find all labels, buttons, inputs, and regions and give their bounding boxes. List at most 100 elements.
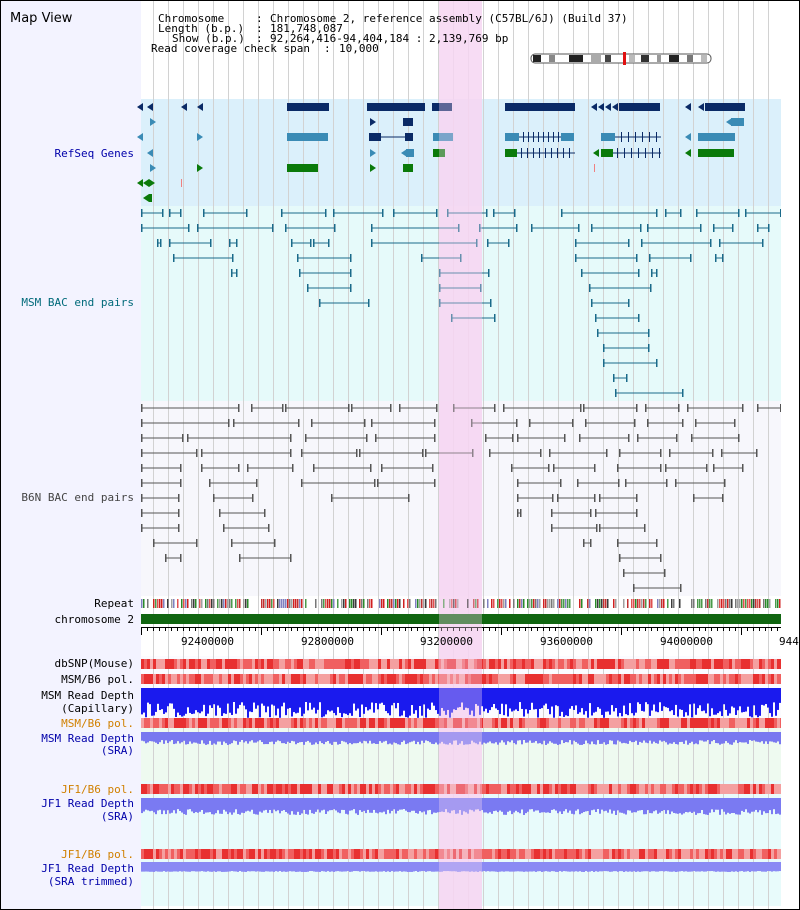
pol-cell bbox=[264, 784, 267, 794]
depth-bar bbox=[703, 798, 705, 815]
bac-pair-end bbox=[434, 479, 436, 487]
depth-bar bbox=[529, 862, 531, 872]
pol-cell bbox=[465, 849, 468, 859]
repeat-element bbox=[645, 599, 647, 608]
depth-bar bbox=[411, 862, 413, 872]
depth-bar bbox=[719, 798, 721, 815]
track-label-msm-b6-pol[interactable]: MSM/B6 pol. bbox=[61, 673, 134, 686]
depth-bar bbox=[371, 798, 373, 813]
pol-cell bbox=[675, 718, 678, 728]
show-key: Show (b.p.) bbox=[172, 32, 245, 45]
pol-cell bbox=[738, 659, 741, 669]
bac-pair-end bbox=[549, 449, 551, 457]
depth-bar bbox=[251, 862, 253, 872]
depth-bar bbox=[401, 862, 403, 872]
track-label-msm-b6-pol-2[interactable]: MSM/B6 pol. bbox=[61, 717, 134, 730]
bac-pair-end bbox=[238, 464, 240, 472]
depth-bar bbox=[471, 862, 473, 872]
track-label-jf1-b6-pol-2[interactable]: JF1/B6 pol. bbox=[61, 848, 134, 861]
track-label-jf1-depth-trim-1[interactable]: JF1 Read Depth bbox=[41, 862, 134, 875]
track-label-repeat[interactable]: Repeat bbox=[94, 597, 134, 610]
pol-cell bbox=[297, 784, 300, 794]
pol-cell bbox=[777, 674, 780, 684]
depth-bar bbox=[251, 732, 253, 741]
depth-bar bbox=[281, 862, 283, 872]
pol-cell bbox=[291, 659, 294, 669]
depth-bar bbox=[381, 798, 383, 813]
depth-bar bbox=[383, 732, 385, 742]
pol-cell bbox=[735, 849, 738, 859]
depth-bar bbox=[749, 688, 751, 717]
depth-bar bbox=[619, 862, 621, 872]
repeat-element bbox=[403, 599, 405, 608]
pol-cell bbox=[573, 659, 576, 669]
pol-cell bbox=[414, 659, 417, 669]
depth-bar bbox=[469, 732, 471, 745]
depth-bar bbox=[477, 862, 479, 872]
track-label-msm-bac[interactable]: MSM BAC end pairs bbox=[21, 296, 134, 309]
depth-bar bbox=[471, 732, 473, 741]
ideogram-band bbox=[687, 55, 693, 62]
pol-cell bbox=[192, 659, 195, 669]
repeat-element bbox=[755, 599, 757, 608]
depth-bar bbox=[527, 798, 529, 812]
depth-bar bbox=[277, 862, 279, 872]
bac-pair-end bbox=[647, 224, 649, 232]
bac-pair-end bbox=[606, 449, 608, 457]
pol-cell bbox=[579, 849, 582, 859]
depth-bar bbox=[171, 862, 173, 872]
pol-cell bbox=[243, 674, 246, 684]
depth-bar bbox=[465, 798, 467, 813]
pol-cell bbox=[693, 718, 696, 728]
pol-cell bbox=[768, 718, 771, 728]
depth-bar bbox=[247, 732, 249, 744]
track-label-dbsnp[interactable]: dbSNP(Mouse) bbox=[54, 657, 134, 670]
depth-bar bbox=[553, 798, 555, 810]
track-label-chromosome[interactable]: chromosome 2 bbox=[54, 613, 134, 626]
track-label-refseq[interactable]: RefSeq Genes bbox=[54, 147, 134, 160]
pol-cell bbox=[156, 784, 159, 794]
depth-bar bbox=[653, 798, 655, 812]
track-label-msm-depth-cap-1[interactable]: MSM Read Depth bbox=[41, 689, 134, 702]
length-value: 181,748,087 bbox=[270, 22, 343, 35]
depth-bar bbox=[151, 688, 153, 716]
pol-cell bbox=[471, 784, 474, 794]
pol-cell bbox=[333, 718, 336, 728]
depth-bar bbox=[595, 862, 597, 872]
track-label-jf1-b6-pol[interactable]: JF1/B6 pol. bbox=[61, 783, 134, 796]
repeat-element bbox=[451, 599, 453, 608]
pol-cell bbox=[348, 718, 351, 728]
repeat-element bbox=[627, 599, 629, 608]
pol-cell bbox=[246, 718, 249, 728]
depth-bar bbox=[437, 688, 439, 714]
depth-bar bbox=[521, 862, 523, 872]
pol-cell bbox=[606, 659, 609, 669]
pol-cell bbox=[492, 784, 495, 794]
pol-cell bbox=[648, 674, 651, 684]
pol-cell bbox=[540, 674, 543, 684]
depth-bar bbox=[355, 798, 357, 814]
depth-bar bbox=[561, 798, 563, 814]
gene-exon-tick bbox=[642, 132, 643, 142]
gene-exon bbox=[505, 133, 519, 141]
depth-bar bbox=[671, 688, 673, 711]
track-label-msm-depth-sra-1[interactable]: MSM Read Depth bbox=[41, 732, 134, 745]
pol-cell bbox=[306, 718, 309, 728]
depth-bar bbox=[363, 688, 365, 714]
chromosome-value: Chromosome 2, reference assembly (C57BL/… bbox=[270, 12, 628, 25]
pol-cell bbox=[591, 718, 594, 728]
pol-cell bbox=[690, 674, 693, 684]
pol-cell bbox=[636, 659, 639, 669]
track-label-jf1-depth-1[interactable]: JF1 Read Depth bbox=[41, 797, 134, 810]
depth-bar bbox=[433, 732, 435, 745]
pol-cell bbox=[729, 849, 732, 859]
depth-bar bbox=[217, 798, 219, 811]
depth-bar bbox=[227, 732, 229, 745]
depth-bar bbox=[673, 688, 675, 716]
pol-cell bbox=[162, 674, 165, 684]
pol-cell bbox=[678, 849, 681, 859]
gene-arrow-icon bbox=[726, 118, 732, 126]
track-label-b6n-bac[interactable]: B6N BAC end pairs bbox=[21, 491, 134, 504]
depth-bar bbox=[687, 862, 689, 872]
